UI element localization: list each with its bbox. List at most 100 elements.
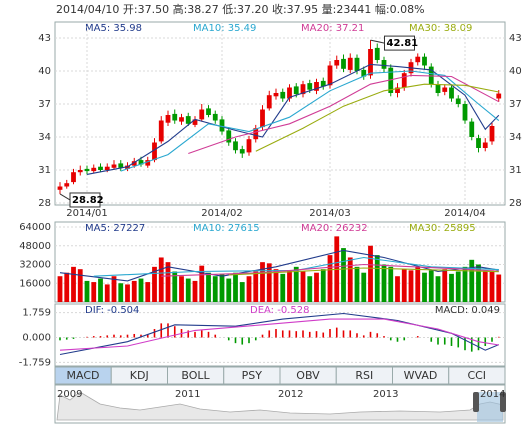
macd-bar <box>335 327 338 338</box>
macd-bar <box>356 333 358 338</box>
legend-label: MA5: 35.98 <box>85 23 142 34</box>
volume-bar <box>341 248 346 302</box>
volume-bar <box>91 282 97 302</box>
volume-bar <box>158 257 164 302</box>
price-panel <box>54 21 506 206</box>
macd-bar <box>241 337 244 345</box>
candle-body <box>347 57 353 70</box>
macd-bar <box>214 334 217 338</box>
tab-label: CCI <box>467 369 486 382</box>
candle-body <box>341 58 346 69</box>
volume-bar <box>98 278 103 302</box>
volume-bar <box>246 276 252 302</box>
macd-bar <box>315 331 318 338</box>
tab[interactable] <box>448 366 506 385</box>
candle-body <box>455 98 461 104</box>
candle-body <box>354 57 360 71</box>
legend-label: MA30: 25895 <box>409 223 476 234</box>
macd-bar <box>477 337 480 351</box>
y-tick-label: 40 <box>509 66 522 77</box>
volume-bar <box>233 272 238 302</box>
legend-label: DIF: -0.504 <box>85 305 139 316</box>
candle-body <box>77 170 83 173</box>
macd-bar <box>322 332 325 338</box>
overview-selection[interactable] <box>477 392 503 422</box>
y-tick-label: 31 <box>509 165 522 176</box>
macd-bar <box>342 330 345 338</box>
volume-bar <box>422 272 427 302</box>
macd-bar <box>194 331 196 338</box>
macd-bar <box>329 329 331 338</box>
macd-bar <box>457 337 460 348</box>
macd-bar <box>464 337 466 351</box>
volume-bar <box>145 282 151 302</box>
macd-panel <box>54 303 506 367</box>
candle-body <box>84 168 90 172</box>
candle-body <box>368 49 373 76</box>
candle-body <box>192 119 198 125</box>
overview-handle[interactable] <box>473 392 479 412</box>
candle-body <box>145 160 151 166</box>
candle-body <box>233 141 238 151</box>
tab-label: BOLL <box>181 369 210 382</box>
volume-bar <box>131 280 137 302</box>
line-series <box>59 318 499 351</box>
candle-body <box>266 95 272 109</box>
volume-bar <box>347 257 353 302</box>
y-tick-label: 40 <box>38 66 51 77</box>
volume-bar <box>212 276 218 302</box>
candle-body <box>91 167 97 172</box>
candle-body <box>260 109 265 128</box>
volume-bar <box>287 270 292 302</box>
volume-bar <box>280 273 286 302</box>
y-tick-label: 28 <box>38 198 51 209</box>
annotation-box <box>384 35 415 51</box>
y-tick-label: 0.000 <box>22 333 51 344</box>
macd-bar <box>126 334 129 338</box>
overview-handle[interactable] <box>500 392 506 412</box>
candle-body <box>179 117 184 122</box>
macd-bar <box>187 330 190 338</box>
candle-body <box>435 84 441 93</box>
volume-bar <box>476 264 481 302</box>
candle-body <box>320 80 326 87</box>
volume-bar <box>320 269 326 302</box>
volume-bar <box>266 263 272 302</box>
volume-bar <box>118 283 124 302</box>
macd-bar <box>491 337 493 342</box>
tab-label: PSY <box>242 369 263 382</box>
volume-bar <box>226 278 232 302</box>
volume-bar <box>125 284 130 302</box>
macd-bar <box>113 334 115 338</box>
macd-bar <box>200 330 203 338</box>
annotation-label: 28.82 <box>72 195 104 206</box>
volume-bar <box>496 274 502 302</box>
macd-bar <box>234 337 237 344</box>
candle-body <box>280 91 286 99</box>
macd-bar <box>207 331 210 338</box>
volume-bar <box>253 271 259 302</box>
candle-body <box>361 69 367 77</box>
macd-bar <box>302 330 304 338</box>
macd-bar <box>173 326 176 338</box>
candle-body <box>469 121 475 137</box>
tab-bar: MACD KDJ BOLL PSY OBV RSI WVAD CCI <box>54 366 506 385</box>
candle-body <box>489 126 495 142</box>
volume-bar <box>435 276 441 302</box>
line-series <box>161 263 499 277</box>
line-series <box>188 74 500 155</box>
x-tick-label: 2014/02 <box>201 208 243 219</box>
legend-label: MA5: 27227 <box>85 223 145 234</box>
volume-bar <box>469 259 475 302</box>
macd-bar <box>497 336 500 338</box>
overview-year: 2014 <box>480 389 505 400</box>
legend-label: MA20: 37.21 <box>301 23 364 34</box>
line-series <box>255 83 499 152</box>
candle-body <box>307 83 313 90</box>
y-tick-label: 34 <box>38 132 51 143</box>
candle-body <box>158 120 164 142</box>
legend-label: DEA: -0.528 <box>250 305 309 316</box>
candle-body <box>442 87 448 92</box>
macd-bar <box>443 337 446 345</box>
candle-body <box>172 113 178 121</box>
